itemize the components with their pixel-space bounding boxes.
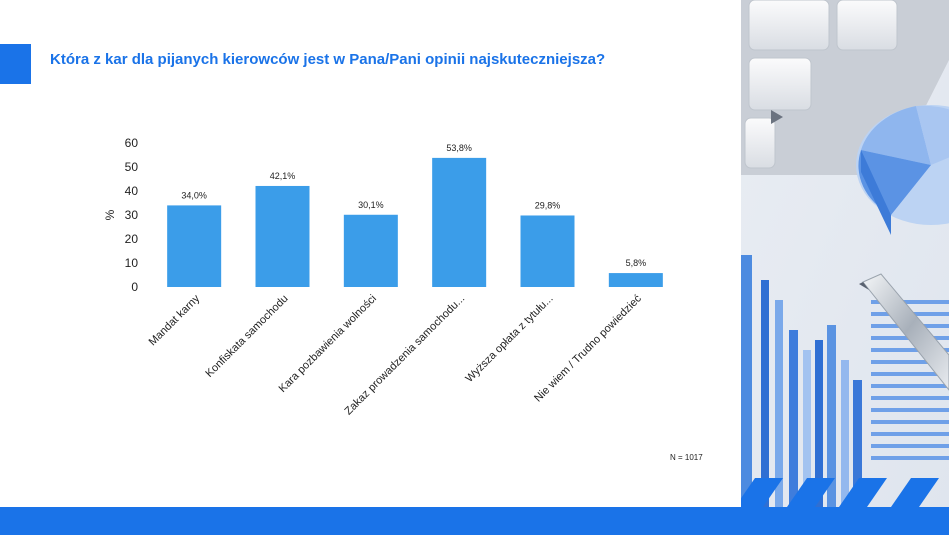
- y-tick-label: 10: [125, 256, 139, 270]
- accent-block: [0, 44, 31, 84]
- slide-title: Która z kar dla pijanych kierowców jest …: [50, 51, 606, 68]
- y-tick-label: 20: [125, 232, 139, 246]
- x-tick-label: Wyższa opłata z tytułu...: [463, 293, 555, 385]
- y-axis-label: %: [103, 209, 117, 220]
- y-tick-label: 50: [125, 160, 139, 174]
- data-label: 34,0%: [181, 190, 207, 200]
- data-label: 53,8%: [446, 143, 472, 153]
- x-tick-label: Konfiskata samochodu: [203, 293, 290, 380]
- bar-chart: 0 10 20 30 40 50 60% 34,0% Mandat karny 42,1% Konf…: [103, 136, 663, 417]
- data-label: 5,8%: [626, 258, 647, 268]
- x-tick-label: Nie wiem / Trudno powiedzieć: [532, 292, 644, 404]
- pen-icon: [859, 273, 949, 391]
- y-tick-label: 30: [125, 208, 139, 222]
- bar-chart-paper-icon: [741, 255, 949, 507]
- data-label: 42,1%: [270, 171, 296, 181]
- y-tick-label: 0: [131, 280, 138, 294]
- bar: [343, 214, 398, 287]
- footer-bar: [0, 507, 949, 535]
- decorative-photo: [741, 0, 949, 507]
- data-label: 30,1%: [358, 200, 384, 210]
- y-tick-label: 40: [125, 184, 139, 198]
- bar: [255, 185, 310, 287]
- x-tick-label: Kara pozbawienia wolności: [277, 293, 379, 395]
- x-tick-label: Mandat karny: [147, 292, 203, 348]
- bar: [520, 215, 575, 287]
- bar: [167, 205, 222, 287]
- data-label: 29,8%: [535, 200, 561, 210]
- bar: [608, 273, 663, 287]
- pie-chart-icon: [856, 105, 949, 235]
- y-tick-label: 60: [125, 136, 139, 150]
- chevron-decoration: [741, 478, 939, 507]
- sample-size-note: N = 1017: [670, 453, 703, 462]
- bar: [432, 157, 487, 287]
